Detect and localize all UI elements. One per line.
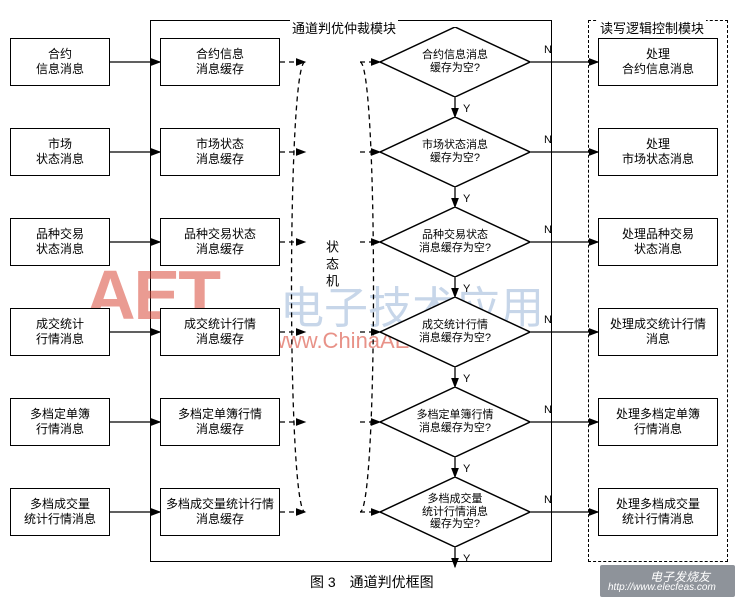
input-box-1: 市场状态消息 [10,128,110,176]
process-box-0: 处理合约信息消息 [598,38,718,86]
process-box-5: 处理多档成交量统计行情消息 [598,488,718,536]
arbitration-module-title: 通道判优仲裁模块 [290,18,398,37]
decision-diamond-1: 市场状态消息缓存为空? [380,117,530,187]
label-y-1: Y [463,193,470,205]
input-box-5: 多档成交量统计行情消息 [10,488,110,536]
label-n-2: N [544,224,552,236]
label-y-4: Y [463,463,470,475]
label-n-5: N [544,494,552,506]
label-y-5: Y [463,553,470,565]
input-box-0: 合约信息消息 [10,38,110,86]
buffer-box-0: 合约信息消息缓存 [160,38,280,86]
label-n-3: N [544,314,552,326]
label-y-3: Y [463,373,470,385]
label-y-0: Y [463,103,470,115]
buffer-box-5: 多档成交量统计行情消息缓存 [160,488,280,536]
process-box-4: 处理多档定单簿行情消息 [598,398,718,446]
decision-diamond-0: 合约信息消息缓存为空? [380,27,530,97]
stamp-url: http://www.elecfeas.com [608,582,716,593]
label-n-1: N [544,134,552,146]
input-box-3: 成交统计行情消息 [10,308,110,356]
label-y-2: Y [463,283,470,295]
decision-diamond-4: 多档定单簿行情消息缓存为空? [380,387,530,457]
figure-caption: 图 3 通道判优框图 [310,572,434,592]
process-box-2: 处理品种交易状态消息 [598,218,718,266]
buffer-box-1: 市场状态消息缓存 [160,128,280,176]
buffer-box-4: 多档定单簿行情消息缓存 [160,398,280,446]
decision-diamond-3: 成交统计行情消息缓存为空? [380,297,530,367]
rw-logic-module-title: 读写逻辑控制模块 [598,18,706,37]
input-box-4: 多档定单簿行情消息 [10,398,110,446]
process-box-3: 处理成交统计行情消息 [598,308,718,356]
label-n-4: N [544,404,552,416]
decision-diamond-2: 品种交易状态消息缓存为空? [380,207,530,277]
buffer-box-3: 成交统计行情消息缓存 [160,308,280,356]
buffer-box-2: 品种交易状态消息缓存 [160,218,280,266]
state-machine-label: 状态机 [322,240,341,291]
label-n-0: N [544,44,552,56]
process-box-1: 处理市场状态消息 [598,128,718,176]
input-box-2: 品种交易状态消息 [10,218,110,266]
decision-diamond-5: 多档成交量统计行情消息缓存为空? [380,477,530,547]
rw-logic-module-border [588,20,728,562]
